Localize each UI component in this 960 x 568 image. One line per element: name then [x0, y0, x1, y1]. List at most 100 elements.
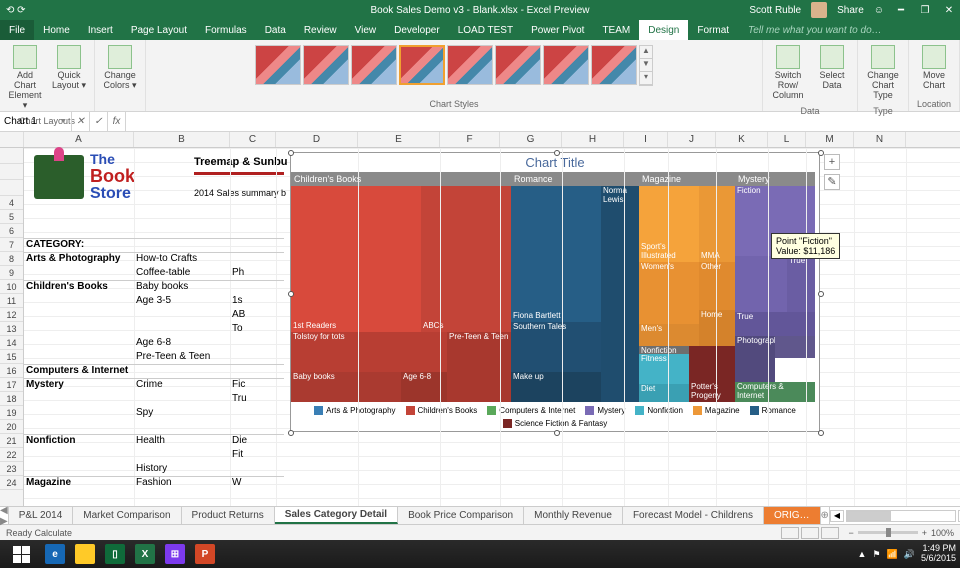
volume-icon[interactable]: 🔊 [904, 549, 915, 560]
name-box[interactable]: Chart 1▼ [0, 112, 72, 131]
selection-handle[interactable] [554, 430, 560, 436]
page-break-view-button[interactable] [821, 527, 839, 539]
cancel-formula-button[interactable]: ✕ [72, 112, 90, 131]
ribbon-add-chart-element-[interactable]: Add Chart Element ▾ [4, 43, 46, 113]
tab-page-layout[interactable]: Page Layout [122, 20, 196, 40]
chart-style-thumb[interactable] [255, 45, 301, 85]
row-header[interactable]: 18 [0, 392, 23, 406]
flag-icon[interactable]: ⚑ [872, 549, 880, 560]
row-header[interactable]: 4 [0, 196, 23, 210]
chart-plus-button[interactable]: + [824, 154, 840, 170]
legend-item[interactable]: Mystery [585, 406, 625, 415]
treemap-tile[interactable]: Make up [511, 372, 601, 402]
tab-design[interactable]: Design [639, 20, 688, 40]
treemap-tile[interactable]: Photography [735, 336, 775, 382]
ribbon-change-chart-type[interactable]: Change Chart Type [862, 43, 904, 103]
selection-handle[interactable] [818, 430, 824, 436]
sheet-tab[interactable]: Sales Category Detail [275, 507, 398, 524]
treemap-tile[interactable]: Fitness [639, 354, 689, 384]
treemap-tile[interactable]: Nonfiction [639, 346, 689, 354]
ribbon-select-data[interactable]: Select Data [811, 43, 853, 93]
tab-view[interactable]: View [346, 20, 386, 40]
treemap-tile[interactable]: True [735, 312, 815, 336]
fx-button[interactable]: fx [108, 112, 126, 131]
treemap-body[interactable]: 1st ReadersABCsTolstoy for totsPre-Teen … [291, 186, 819, 402]
selection-handle[interactable] [288, 150, 294, 156]
sheet-nav[interactable]: ◀ ▶ [0, 507, 9, 524]
column-header[interactable]: B [134, 132, 230, 147]
taskbar-app[interactable]: e [40, 542, 70, 566]
gallery-scroll-button[interactable]: ▲ [640, 46, 652, 59]
row-header[interactable] [0, 148, 23, 164]
tab-format[interactable]: Format [688, 20, 738, 40]
treemap-chart[interactable]: Chart Title Children's BooksRomanceMagaz… [290, 152, 820, 432]
tray-up-icon[interactable]: ▲ [858, 549, 867, 559]
maximize-button[interactable]: ❐ [918, 5, 932, 16]
tab-load-test[interactable]: LOAD TEST [449, 20, 522, 40]
taskbar-app[interactable] [70, 542, 100, 566]
tab-team[interactable]: TEAM [593, 20, 639, 40]
treemap-header[interactable]: Children's Books [291, 172, 511, 186]
treemap-tile[interactable]: Women's [639, 262, 699, 324]
tab-review[interactable]: Review [295, 20, 346, 40]
chart-style-thumb[interactable] [447, 45, 493, 85]
row-headers[interactable]: 456789101112131415161718192021222324 [0, 148, 24, 506]
selection-handle[interactable] [818, 291, 824, 297]
column-header[interactable]: A [24, 132, 134, 147]
row-header[interactable]: 22 [0, 448, 23, 462]
chart-style-thumb[interactable] [543, 45, 589, 85]
row-header[interactable]: 10 [0, 280, 23, 294]
chart-legend[interactable]: Arts & PhotographyChildren's BooksComput… [291, 402, 819, 432]
add-sheet-button[interactable]: ⊕ [821, 507, 830, 524]
row-header[interactable] [0, 164, 23, 180]
row-header[interactable] [0, 180, 23, 196]
column-header[interactable]: E [358, 132, 440, 147]
row-header[interactable]: 14 [0, 336, 23, 350]
tab-power-pivot[interactable]: Power Pivot [522, 20, 593, 40]
close-button[interactable]: ✕ [942, 5, 956, 16]
column-header[interactable]: J [668, 132, 716, 147]
treemap-tile[interactable] [735, 256, 787, 312]
legend-item[interactable]: Children's Books [406, 406, 478, 415]
row-header[interactable]: 11 [0, 294, 23, 308]
row-header[interactable]: 12 [0, 308, 23, 322]
legend-item[interactable]: Romance [750, 406, 796, 415]
horizontal-scrollbar[interactable]: ◀▶ [830, 507, 960, 524]
user-name[interactable]: Scott Ruble [749, 5, 801, 16]
row-header[interactable]: 7 [0, 238, 23, 252]
treemap-tile[interactable]: MMA [699, 186, 735, 262]
normal-view-button[interactable] [781, 527, 799, 539]
treemap-header[interactable]: Mystery [735, 172, 815, 186]
column-header[interactable]: N [854, 132, 906, 147]
column-header[interactable]: H [562, 132, 624, 147]
treemap-tile[interactable]: Diet [639, 384, 689, 402]
sheet-tab[interactable]: Book Price Comparison [398, 507, 524, 524]
sheet-tab[interactable]: Monthly Revenue [524, 507, 623, 524]
row-header[interactable]: 13 [0, 322, 23, 336]
system-tray[interactable]: ▲ ⚑ 📶 🔊 1:49 PM5/6/2015 [858, 544, 956, 564]
chart-style-thumb[interactable] [351, 45, 397, 85]
treemap-tile[interactable]: Home [699, 310, 735, 346]
ribbon-move-chart[interactable]: Move Chart [913, 43, 955, 93]
legend-item[interactable]: Arts & Photography [314, 406, 395, 415]
row-header[interactable]: 19 [0, 406, 23, 420]
row-header[interactable]: 20 [0, 420, 23, 434]
minimize-button[interactable]: ━ [894, 5, 908, 16]
column-header[interactable]: D [276, 132, 358, 147]
zoom-value[interactable]: 100% [931, 528, 954, 538]
sheet-tab[interactable]: Market Comparison [73, 507, 181, 524]
column-headers[interactable]: ABCDEFGHIJKLMN [0, 132, 960, 148]
worksheet-area[interactable]: ABCDEFGHIJKLMN 4567891011121314151617181… [0, 132, 960, 506]
enter-formula-button[interactable]: ✓ [90, 112, 108, 131]
treemap-tile[interactable]: Tolstoy for tots [291, 332, 447, 372]
share-button[interactable]: Share [837, 5, 864, 16]
row-header[interactable]: 9 [0, 266, 23, 280]
selection-handle[interactable] [554, 150, 560, 156]
treemap-header[interactable]: Romance [511, 172, 639, 186]
cells-area[interactable]: The Book Store Treemap & Sunbu 2014 Sale… [24, 148, 960, 506]
row-header[interactable]: 21 [0, 434, 23, 448]
treemap-tile[interactable]: Potter's Progeny [689, 346, 735, 402]
chart-brush-button[interactable]: ✎ [824, 174, 840, 190]
treemap-tile[interactable]: Computers & Internet [735, 382, 815, 402]
treemap-tile[interactable] [775, 336, 815, 358]
